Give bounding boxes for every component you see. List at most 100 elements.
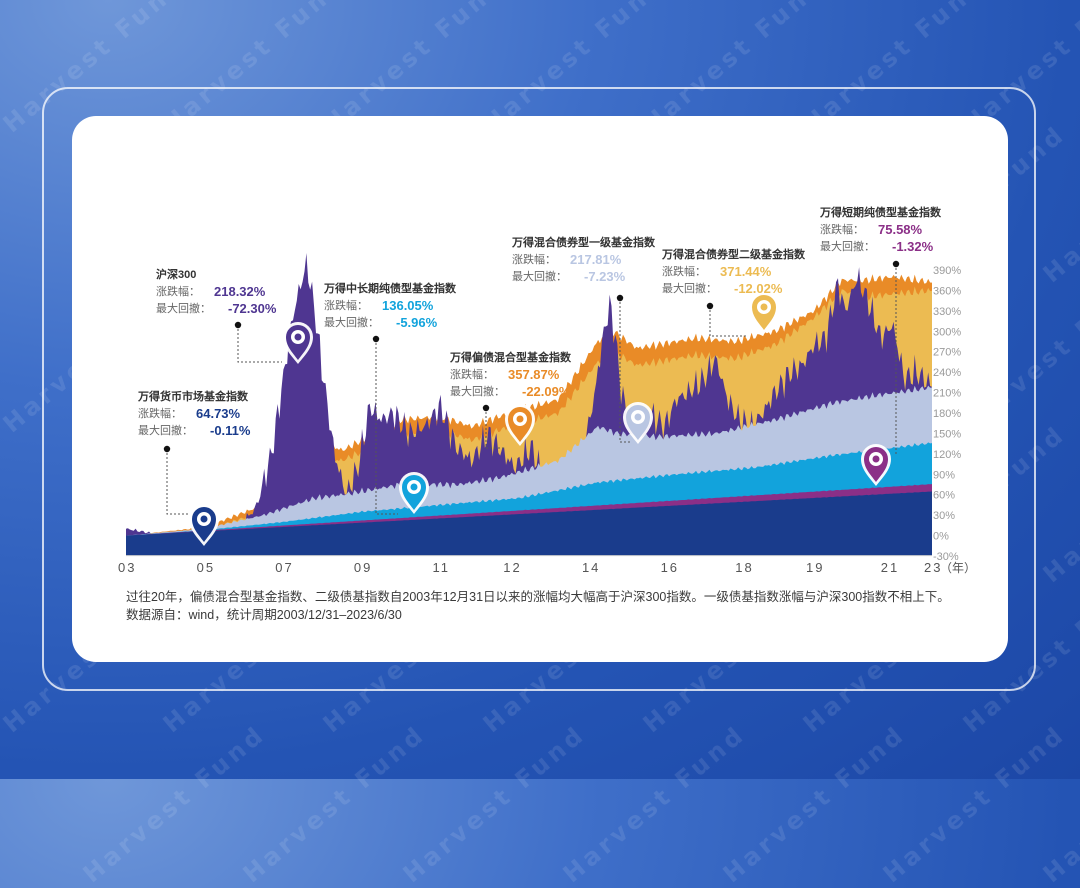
series-name: 万得货币市场基金指数 <box>137 389 249 403</box>
x-tick-label: 21 <box>881 560 899 575</box>
chart-card: 390% 360% 330% 300% 270% 240% 210% 180% 150% 120%… <box>72 116 1008 662</box>
callout-dot <box>372 335 380 343</box>
location-pin-icon <box>861 444 891 486</box>
series-name: 万得混合债券型二级基金指数 <box>661 247 806 261</box>
callout-dot <box>482 404 490 412</box>
y-tick-label: 300% <box>933 326 961 338</box>
x-tick-label: 23 <box>924 560 942 575</box>
y-tick-label: 90% <box>933 469 955 481</box>
x-tick-label: 18 <box>735 560 753 575</box>
x-axis: 03 05 07 09 11 12 14 16 18 19 21 23（年） <box>118 555 976 575</box>
change-value: 218.32% <box>214 284 266 299</box>
change-label: 涨跌幅： <box>820 222 864 236</box>
drawdown-label: 最大回撤： <box>450 384 505 398</box>
footer-line-2: 数据源自：wind，统计周期2003/12/31–2023/6/30 <box>126 608 402 622</box>
change-label: 涨跌幅： <box>450 367 494 381</box>
drawdown-value: -1.32% <box>892 239 934 254</box>
change-label: 涨跌幅： <box>324 298 368 312</box>
callout-leader-line <box>619 298 632 443</box>
location-pin-icon <box>283 322 313 364</box>
change-value: 217.81% <box>570 252 622 267</box>
area-layers <box>126 253 932 556</box>
change-value: 357.87% <box>508 367 560 382</box>
callout-leader-line <box>166 449 190 515</box>
x-tick-label: 14 <box>582 560 600 575</box>
callout-leader-line <box>237 325 282 363</box>
y-tick-label: 390% <box>933 265 961 277</box>
change-value: 75.58% <box>878 222 923 237</box>
location-pin-icon <box>749 292 779 334</box>
x-axis-unit: （年） <box>940 561 976 575</box>
y-tick-label: -30% <box>933 551 959 563</box>
footer-line-1: 过往20年，偏债混合型基金指数、二级债基指数自2003年12月31日以来的涨幅均… <box>126 590 950 604</box>
change-label: 涨跌幅： <box>138 406 182 420</box>
outer-frame <box>42 87 1036 691</box>
chart-svg: 390%360%330%300%270%240%210%180%150%120%… <box>118 205 976 575</box>
x-tick-label: 12 <box>503 560 521 575</box>
series-name: 万得偏债混合型基金指数 <box>449 350 572 364</box>
callout-leader-line <box>709 306 748 337</box>
y-tick-label: 240% <box>933 367 961 379</box>
series-name: 万得中长期纯债型基金指数 <box>323 281 457 295</box>
callout-dot <box>892 260 900 268</box>
x-tick-label: 11 <box>433 560 451 575</box>
callout-leader-line <box>485 408 506 449</box>
series-name: 万得短期纯债型基金指数 <box>819 205 942 219</box>
y-tick-label: 360% <box>933 285 961 297</box>
drawdown-value: -5.96% <box>396 315 438 330</box>
change-value: 64.73% <box>196 406 241 421</box>
series-name: 沪深300 <box>156 267 196 281</box>
callout-leader-line <box>375 339 398 515</box>
y-axis: 390% 360% 330% 300% 270% 240% 210% 180% 150% 120%… <box>933 265 961 563</box>
x-tick-label: 09 <box>354 560 372 575</box>
change-label: 涨跌幅： <box>512 252 556 266</box>
x-tick-label: 03 <box>118 560 136 575</box>
location-pin-icon <box>505 404 535 446</box>
y-tick-label: 330% <box>933 306 961 318</box>
drawdown-value: -12.02% <box>734 281 783 296</box>
y-tick-label: 60% <box>933 490 955 502</box>
change-label: 涨跌幅： <box>662 264 706 278</box>
y-tick-label: 180% <box>933 408 961 420</box>
location-pin-icon <box>399 472 429 514</box>
y-tick-label: 270% <box>933 347 961 359</box>
drawdown-value: -7.23% <box>584 269 626 284</box>
callout-dot <box>163 445 171 453</box>
x-tick-label: 07 <box>275 560 293 575</box>
x-tick-label: 19 <box>806 560 824 575</box>
callout-dot <box>616 294 624 302</box>
footer-note: 过往20年，偏债混合型基金指数、二级债基指数自2003年12月31日以来的涨幅均… <box>126 588 950 624</box>
location-pin-icon <box>189 504 219 546</box>
x-tick-label: 16 <box>661 560 679 575</box>
callout-dot <box>234 321 242 329</box>
change-label: 涨跌幅： <box>156 284 200 298</box>
drawdown-value: -72.30% <box>228 301 277 316</box>
change-value: 371.44% <box>720 264 772 279</box>
y-tick-label: 120% <box>933 449 961 461</box>
drawdown-label: 最大回撤： <box>156 301 211 315</box>
area-money_market <box>126 491 932 556</box>
drawdown-value: -22.09% <box>522 384 571 399</box>
drawdown-label: 最大回撤： <box>512 269 567 283</box>
y-tick-label: 30% <box>933 510 955 522</box>
change-value: 136.05% <box>382 298 434 313</box>
drawdown-label: 最大回撤： <box>324 315 379 329</box>
drawdown-label: 最大回撤： <box>820 239 875 253</box>
drawdown-value: -0.11% <box>210 423 251 438</box>
y-tick-label: 210% <box>933 388 961 400</box>
x-tick-label: 05 <box>197 560 215 575</box>
callout-dot <box>706 302 714 310</box>
drawdown-label: 最大回撤： <box>138 423 193 437</box>
callout-csi300: 沪深300 涨跌幅： 218.32%最大回撤： -72.30% <box>156 267 282 363</box>
drawdown-label: 最大回撤： <box>662 281 717 295</box>
y-tick-label: 150% <box>933 428 961 440</box>
location-pin-icon <box>623 402 653 444</box>
y-tick-label: 0% <box>933 531 949 543</box>
marker-pins <box>189 292 891 546</box>
